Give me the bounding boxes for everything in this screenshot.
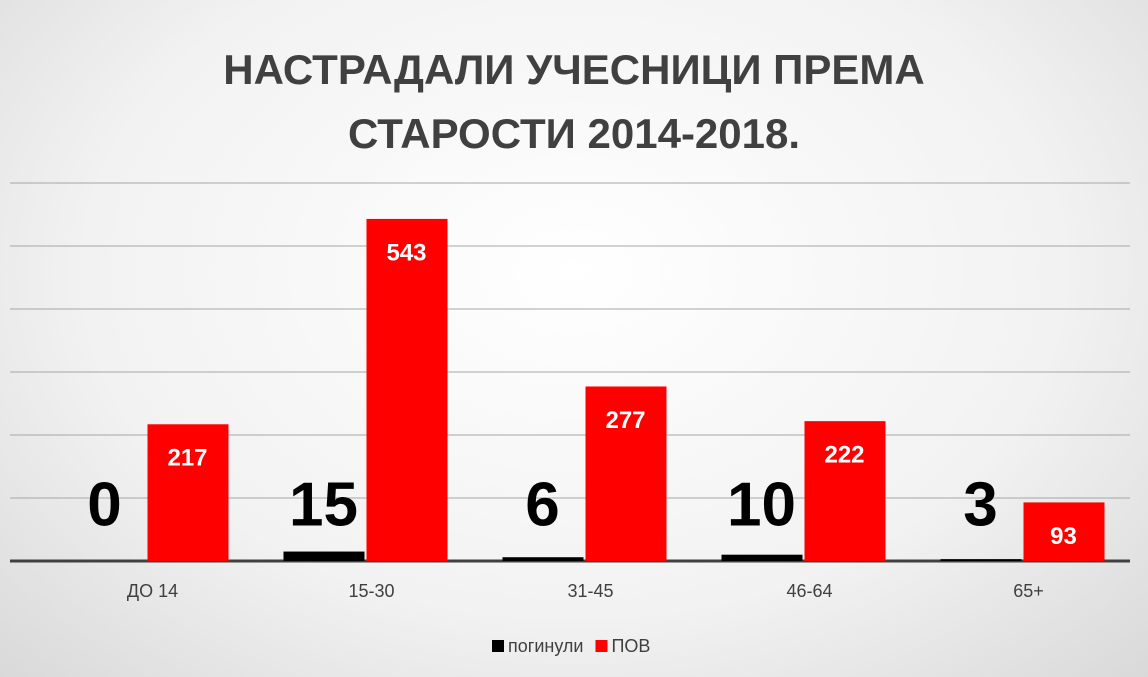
- data-label: 93: [1050, 523, 1077, 550]
- data-label: 543: [386, 239, 426, 266]
- x-tick-label: 65+: [1013, 581, 1044, 601]
- x-tick-label: ДО 14: [127, 581, 178, 601]
- bar: [1023, 502, 1105, 561]
- bar: [721, 554, 803, 561]
- legend-swatch: [492, 640, 504, 652]
- x-tick-label: 31-45: [567, 581, 613, 601]
- data-label: 15: [289, 470, 358, 539]
- bar: [147, 424, 229, 561]
- data-label: 222: [824, 441, 864, 468]
- data-label: 277: [605, 407, 645, 434]
- data-label: 0: [87, 470, 121, 539]
- legend-swatch: [595, 640, 608, 652]
- bar: [366, 218, 448, 561]
- bar: [502, 557, 584, 561]
- data-label: 6: [525, 470, 559, 539]
- x-tick-label: 46-64: [786, 581, 832, 601]
- bar: [804, 421, 886, 561]
- data-label: 217: [167, 445, 207, 472]
- chart-title: НАСТРАДАЛИ УЧЕСНИЦИ ПРЕМА СТАРОСТИ 2014-…: [223, 46, 925, 157]
- bar: [585, 386, 667, 561]
- data-label: 3: [963, 470, 997, 539]
- data-label: 10: [727, 470, 796, 539]
- legend-label: погинули: [508, 636, 583, 656]
- x-tick-label: 15-30: [348, 581, 394, 601]
- bar: [940, 559, 1022, 561]
- legend-label: ПОВ: [611, 636, 650, 656]
- bar: [283, 551, 365, 561]
